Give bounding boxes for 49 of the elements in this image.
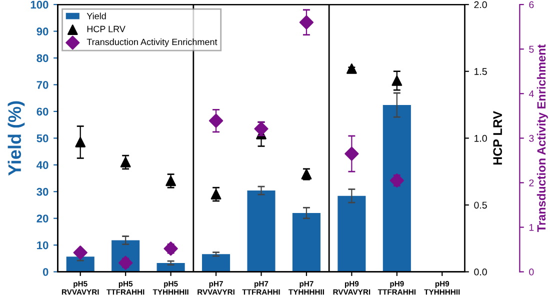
y3-tick-label: 4 — [528, 90, 534, 98]
y2-axis-title: HCP LRV — [493, 111, 502, 165]
point — [254, 122, 268, 136]
y3-tick-label: 2 — [529, 179, 534, 186]
y-tick-label: 70 — [36, 80, 48, 89]
y3-tick-label: 6 — [529, 1, 534, 8]
y2-tick-label: 1.5 — [474, 68, 487, 75]
point — [390, 173, 404, 188]
bar — [247, 190, 276, 272]
point — [166, 176, 176, 186]
bar — [338, 196, 366, 272]
y2-tick-label: 1.0 — [474, 134, 487, 142]
bar — [292, 213, 320, 272]
bar — [382, 105, 411, 272]
point — [120, 157, 131, 168]
y-tick-label: 10 — [37, 241, 48, 250]
bar — [202, 254, 230, 272]
point — [75, 136, 86, 148]
y3-tick-label: 3 — [529, 134, 534, 142]
y-tick-label: 100 — [30, 0, 48, 9]
legend-label: Yield — [86, 12, 106, 20]
y3-tick-label: 1 — [529, 224, 534, 231]
y3-tick-label: 5 — [529, 46, 534, 53]
y3-axis-title: Transduction Activity Enrichment — [536, 44, 548, 232]
y3-tick-label: 0 — [529, 268, 534, 276]
y-tick-label: 50 — [36, 134, 48, 142]
bar — [66, 256, 94, 272]
legend-label: Transduction Activity Enrichment — [86, 38, 218, 47]
bar — [156, 262, 185, 272]
y2-tick-label: 0.5 — [474, 202, 487, 209]
y-tick-label: 60 — [36, 108, 48, 116]
y2-tick-label: 2.0 — [474, 1, 487, 8]
point — [208, 114, 224, 128]
point — [392, 76, 402, 86]
point — [210, 189, 222, 200]
legend-label: HCP LRV — [87, 26, 126, 32]
y2-tick-label: 0.0 — [474, 268, 487, 276]
y-tick-label: 0 — [42, 268, 48, 276]
point — [299, 15, 314, 30]
point — [346, 63, 357, 74]
point — [164, 242, 178, 256]
y-tick-label: 30 — [36, 188, 48, 196]
y-axis-title: Yield (%) — [8, 101, 25, 176]
y-tick-label: 20 — [36, 214, 48, 222]
point — [344, 146, 359, 161]
y-tick-label: 40 — [36, 161, 48, 170]
point — [73, 246, 88, 260]
y-tick-label: 90 — [36, 28, 48, 36]
y-tick-label: 80 — [36, 54, 48, 62]
